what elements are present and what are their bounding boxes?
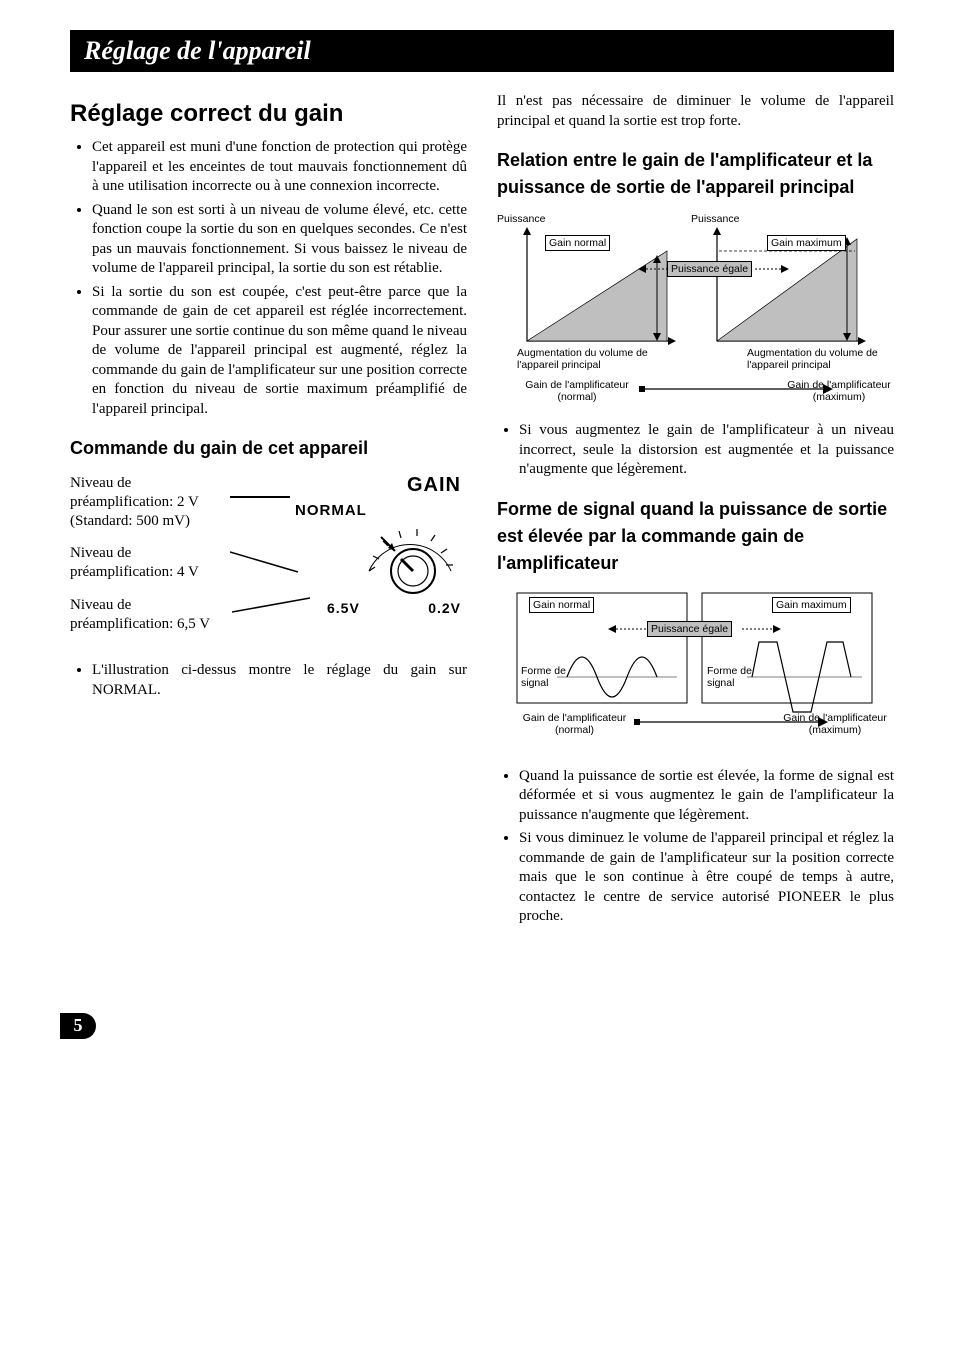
- chart-box-label: Gain maximum: [772, 597, 851, 613]
- bullet-list: Quand la puissance de sortie est élevée,…: [497, 767, 894, 927]
- gain-level-text: préamplification: 6,5 V: [70, 616, 210, 632]
- dial-icon: [351, 501, 461, 596]
- heading-sub: Commande du gain de cet appareil: [70, 435, 467, 462]
- power-gain-chart: Puissance Puissance Gain normal Gain max…: [497, 211, 894, 411]
- bullet-item: Quand le son est sorti à un niveau de vo…: [92, 201, 467, 279]
- gain-scale-high: 0.2V: [428, 600, 461, 616]
- chart-foot-label: (maximum): [809, 724, 862, 736]
- chart-box-label: Puissance égale: [667, 261, 752, 277]
- chart-foot-label: Gain de l'amplificateur: [787, 379, 891, 391]
- waveform-chart: Gain normal Gain maximum Puissance égale…: [497, 587, 894, 757]
- gain-scale-low: 6.5V: [327, 600, 360, 616]
- bullet-item: Si vous augmentez le gain de l'amplifica…: [519, 421, 894, 480]
- left-column: Réglage correct du gain Cet appareil est…: [70, 92, 467, 933]
- gain-dial: GAIN NORMAL: [287, 474, 467, 616]
- gain-level-text: préamplification: 2 V: [70, 494, 199, 510]
- chart-foot-label: (maximum): [813, 391, 866, 403]
- bullet-item: L'illustration ci-dessus montre le régla…: [92, 661, 467, 700]
- heading-sub: Relation entre le gain de l'amplificateu…: [497, 147, 894, 201]
- chart-box-label: Gain normal: [545, 235, 610, 251]
- pointer-line: [230, 496, 290, 498]
- gain-level-text: Niveau de: [70, 597, 131, 613]
- chart-foot-label: (normal): [555, 724, 594, 736]
- bullet-list: Si vous augmentez le gain de l'amplifica…: [497, 421, 894, 480]
- axis-label: Augmentation du volume de l'appareil pri…: [747, 347, 892, 371]
- bullet-list: Cet appareil est muni d'une fonction de …: [70, 138, 467, 419]
- heading-sub: Forme de signal quand la puissance de so…: [497, 496, 894, 577]
- axis-label: Puissance: [691, 213, 761, 225]
- signal-label: Forme de signal: [521, 665, 576, 689]
- axis-label: Puissance: [497, 213, 567, 225]
- bullet-item: Si vous diminuez le volume de l'appareil…: [519, 829, 894, 927]
- gain-title-label: GAIN: [287, 474, 461, 497]
- signal-label: Forme de signal: [707, 665, 762, 689]
- gain-control-figure: Niveau de préamplification: 2 V (Standar…: [70, 474, 467, 647]
- chart-box-label: Puissance égale: [647, 621, 732, 637]
- chart-foot-label: Gain de l'amplificateur: [525, 379, 629, 391]
- gain-level-text: préamplification: 4 V: [70, 564, 199, 580]
- gain-level-text: (Standard: 500 mV): [70, 513, 190, 529]
- chart-foot-label: Gain de l'amplificateur: [783, 712, 887, 724]
- section-title-bar: Réglage de l'appareil: [70, 30, 894, 72]
- paragraph: Il n'est pas nécessaire de diminuer le v…: [497, 92, 894, 131]
- chart-box-label: Gain normal: [529, 597, 594, 613]
- gain-level-labels: Niveau de préamplification: 2 V (Standar…: [70, 474, 277, 647]
- bullet-item: Si la sortie du son est coupée, c'est pe…: [92, 283, 467, 420]
- chart-svg: Puissance Puissance Gain normal Gain max…: [497, 211, 892, 411]
- page-number: 5: [60, 1013, 96, 1039]
- chart-svg: Gain normal Gain maximum Puissance égale…: [497, 587, 892, 757]
- two-column-layout: Réglage correct du gain Cet appareil est…: [70, 92, 894, 933]
- heading-main: Réglage correct du gain: [70, 100, 467, 128]
- chart-foot-label: Gain de l'amplificateur: [523, 712, 627, 724]
- gain-level-text: Niveau de: [70, 475, 131, 491]
- page-number-tab: 5: [70, 1013, 894, 1039]
- gain-normal-label: NORMAL: [295, 502, 367, 519]
- chart-foot-label: (normal): [557, 391, 596, 403]
- right-column: Il n'est pas nécessaire de diminuer le v…: [497, 92, 894, 933]
- gain-level-text: Niveau de: [70, 545, 131, 561]
- page: Réglage de l'appareil Réglage correct du…: [0, 0, 954, 1079]
- bullet-item: Cet appareil est muni d'une fonction de …: [92, 138, 467, 197]
- chart-box-label: Gain maximum: [767, 235, 846, 251]
- bullet-list: L'illustration ci-dessus montre le régla…: [70, 661, 467, 700]
- axis-label: Augmentation du volume de l'appareil pri…: [517, 347, 677, 371]
- bullet-item: Quand la puissance de sortie est élevée,…: [519, 767, 894, 826]
